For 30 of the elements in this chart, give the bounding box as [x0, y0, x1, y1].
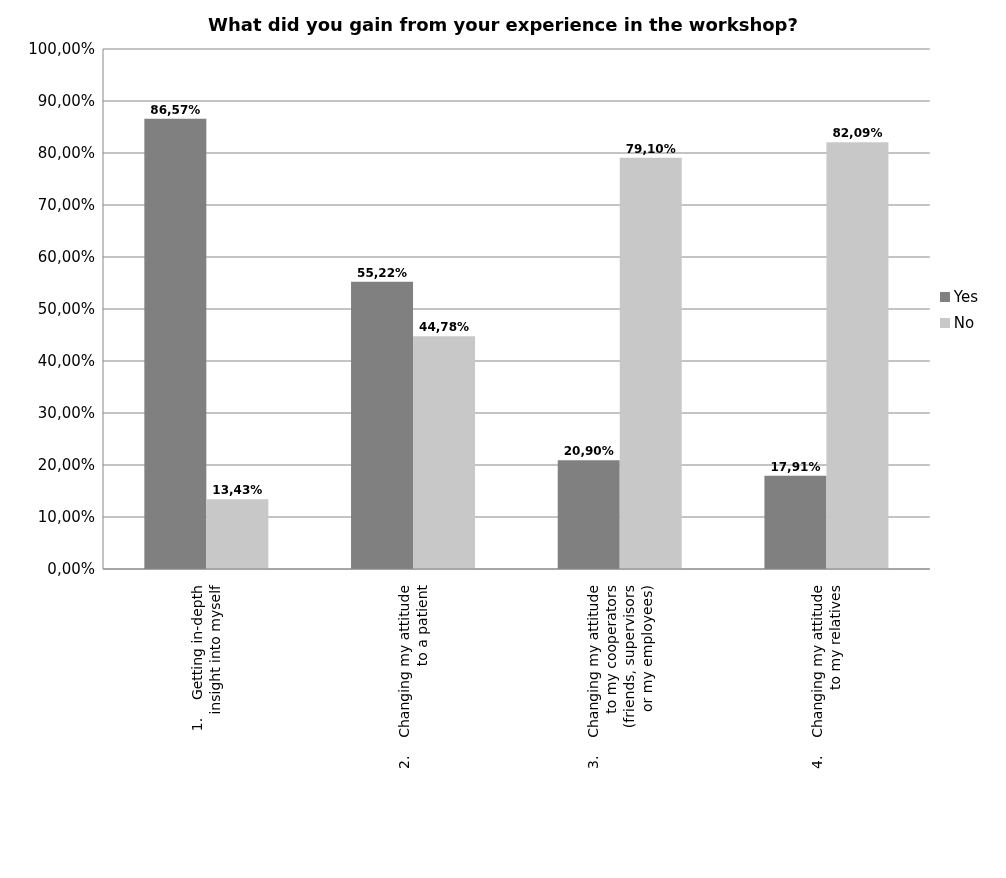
bar: [413, 336, 476, 569]
y-tick-label: 40,00%: [37, 352, 95, 371]
y-tick-label: 10,00%: [37, 508, 95, 527]
data-label: 55,22%: [357, 265, 408, 280]
x-tick-label: 3. Changing my attitude to my cooperators (friends, supervisors or my employees): [584, 585, 655, 769]
chart-title: What did you gain from your experience in the workshop?: [207, 14, 799, 35]
x-tick-label: 2. Changing my attitude to a patient: [396, 584, 431, 769]
data-label: 20,90%: [563, 444, 614, 459]
bar: [206, 499, 269, 569]
legend-label: Yes: [953, 288, 978, 306]
bar: [826, 142, 889, 569]
y-tick-label: 60,00%: [37, 248, 95, 267]
data-label: 44,78%: [419, 320, 470, 335]
data-label: 86,57%: [150, 102, 201, 117]
data-label: 13,43%: [212, 483, 263, 498]
data-label: 82,09%: [832, 126, 883, 141]
bar: [619, 157, 682, 569]
y-tick-label: 20,00%: [37, 456, 95, 475]
y-tick-label: 100,00%: [28, 40, 95, 59]
y-tick-label: 90,00%: [37, 92, 95, 111]
legend-label: No: [953, 314, 975, 332]
data-label: 17,91%: [770, 459, 821, 474]
y-tick-label: 70,00%: [37, 196, 95, 215]
y-tick-label: 50,00%: [37, 300, 95, 319]
x-tick-label: 1. Getting in-depth insight into myself: [189, 583, 224, 732]
data-label: 79,10%: [625, 141, 676, 156]
y-tick-label: 80,00%: [37, 144, 95, 163]
x-tick-label: 4. Changing my attitude to my relatives: [809, 585, 844, 769]
y-tick-label: 0,00%: [47, 560, 95, 579]
y-tick-label: 30,00%: [37, 404, 95, 423]
